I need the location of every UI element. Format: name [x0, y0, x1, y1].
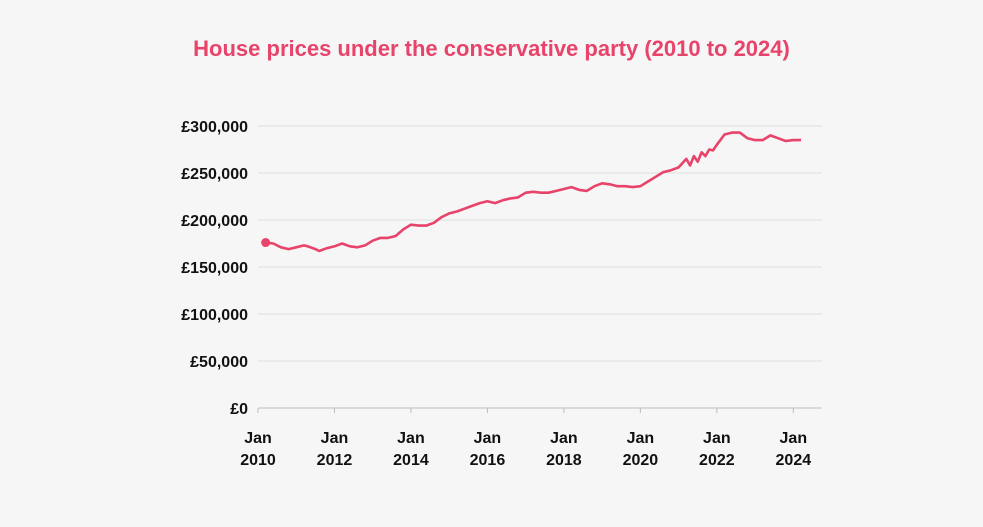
chart-title: House prices under the conservative part… — [193, 36, 790, 61]
x-tick-label: Jan 2016 — [470, 430, 506, 469]
y-tick-label: £250,000 — [181, 166, 248, 183]
series-line — [265, 131, 801, 253]
x-tick-label: Jan 2020 — [623, 430, 659, 469]
x-tick-label: Jan 2014 — [393, 430, 429, 469]
y-tick-label: £200,000 — [181, 213, 248, 230]
y-tick-label: £0 — [230, 401, 248, 418]
y-axis: £0 £50,000 £100,000 £150,000 £200,000 £250,00… — [181, 119, 248, 418]
x-tick-label: Jan 2024 — [776, 430, 812, 469]
y-tick-label: £150,000 — [181, 260, 248, 277]
start-point-marker — [261, 238, 271, 248]
x-tick-label: Jan 2018 — [546, 430, 582, 469]
x-tick-label: Jan 2010 — [240, 430, 276, 469]
series-layer — [261, 131, 801, 253]
y-tick-label: £300,000 — [181, 119, 248, 136]
grid-lines — [258, 125, 822, 409]
x-axis: Jan 2010 Jan 2012 Jan 2014 Jan 2016 Jan 2018 Jan 20… — [240, 408, 811, 469]
y-tick-label: £100,000 — [181, 307, 248, 324]
y-tick-label: £50,000 — [190, 354, 248, 371]
x-tick-label: Jan 2012 — [317, 430, 353, 469]
x-tick-label: Jan 2022 — [699, 430, 735, 469]
